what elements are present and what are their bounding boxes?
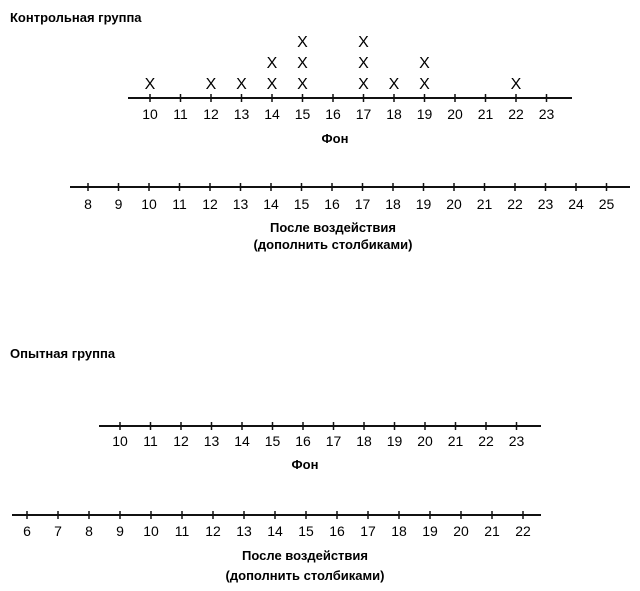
tick-label: 17: [360, 523, 376, 539]
tick-label: 13: [234, 106, 250, 122]
tick-label: 20: [447, 106, 463, 122]
experimental-background-plot: 10 11 12 13 14 15 16 17 18 19 20 21 22 23: [99, 422, 541, 449]
tick-label: 21: [477, 196, 493, 212]
tick-label: 14: [263, 196, 279, 212]
data-point-x-mark: X: [297, 34, 308, 51]
experimental-after-plot: 6 7 8 9 10 11 12 13 14 15 16 17 18 19 20 21 22: [12, 511, 541, 539]
tick-label: 19: [416, 196, 432, 212]
tick-label: 19: [422, 523, 438, 539]
tick-label: 9: [116, 523, 124, 539]
tick-label: 12: [202, 196, 218, 212]
tick-label: 16: [325, 106, 341, 122]
tick-label: 24: [568, 196, 584, 212]
tick-label: 13: [236, 523, 252, 539]
tick-label: 22: [508, 106, 524, 122]
tick-label: 18: [386, 106, 402, 122]
tick-label: 10: [141, 196, 157, 212]
tick-label: 22: [515, 523, 531, 539]
tick-label: 13: [204, 433, 220, 449]
tick-label: 12: [173, 433, 189, 449]
tick-label: 9: [115, 196, 123, 212]
tick-label: 19: [387, 433, 403, 449]
tick-label: 10: [112, 433, 128, 449]
data-point-x-mark: X: [206, 76, 217, 93]
tick-label: 10: [142, 106, 158, 122]
tick-label: 20: [453, 523, 469, 539]
tick-label: 15: [294, 196, 310, 212]
tick-label: 14: [267, 523, 283, 539]
tick-label: 6: [23, 523, 31, 539]
tick-label: 11: [172, 196, 187, 212]
tick-label: 17: [326, 433, 342, 449]
tick-label: 25: [599, 196, 615, 212]
experimental-after-caption-note: (дополнить столбиками): [226, 568, 385, 583]
data-point-x-mark: X: [145, 76, 156, 93]
tick-label: 11: [143, 433, 158, 449]
tick-label: 17: [355, 196, 371, 212]
tick-label: 23: [538, 196, 554, 212]
data-point-x-mark: X: [358, 55, 369, 72]
tick-label: 8: [85, 523, 93, 539]
tick-label: 13: [233, 196, 249, 212]
data-point-x-mark: X: [358, 34, 369, 51]
control-after-caption: После воздействия: [270, 220, 396, 235]
data-point-x-mark: X: [236, 76, 247, 93]
tick-label: 23: [539, 106, 555, 122]
experimental-group-title: Опытная группа: [10, 346, 116, 361]
tick-label: 15: [265, 433, 281, 449]
tick-label: 21: [478, 106, 494, 122]
tick-label: 15: [295, 106, 311, 122]
tick-label: 18: [385, 196, 401, 212]
data-point-x-mark: X: [358, 76, 369, 93]
control-background-caption: Фон: [322, 131, 349, 146]
tick-label: 18: [356, 433, 372, 449]
tick-label: 21: [448, 433, 464, 449]
tick-label: 11: [175, 523, 190, 539]
tick-label: 22: [478, 433, 494, 449]
tick-label: 21: [484, 523, 500, 539]
tick-label: 7: [54, 523, 62, 539]
data-point-x-mark: X: [389, 76, 400, 93]
data-point-x-mark: X: [267, 55, 278, 72]
tick-label: 11: [173, 106, 188, 122]
tick-label: 17: [356, 106, 372, 122]
tick-label: 20: [417, 433, 433, 449]
data-point-x-mark: X: [511, 76, 522, 93]
tick-label: 10: [143, 523, 159, 539]
data-point-x-mark: X: [267, 76, 278, 93]
tick-label: 16: [295, 433, 311, 449]
tick-label: 18: [391, 523, 407, 539]
tick-label: 16: [329, 523, 345, 539]
control-group-title: Контрольная группа: [10, 10, 142, 25]
tick-label: 23: [509, 433, 525, 449]
tick-label: 12: [205, 523, 221, 539]
data-point-x-mark: X: [419, 55, 430, 72]
control-background-plot: 10 11 12 13 14 15 16 17 18 19 20 21 22 23X X X XXXXXXXXX…: [128, 34, 572, 122]
data-point-x-mark: X: [297, 55, 308, 72]
control-after-plot: 8 9 10 11 12 13 14 15 16 17 18 19 20 21 22 23 24 25: [70, 183, 630, 212]
tick-label: 22: [507, 196, 523, 212]
tick-label: 19: [417, 106, 433, 122]
tick-label: 14: [264, 106, 280, 122]
tick-label: 14: [234, 433, 250, 449]
tick-label: 20: [446, 196, 462, 212]
control-after-caption-note: (дополнить столбиками): [254, 237, 413, 252]
tick-label: 16: [324, 196, 340, 212]
data-point-x-mark: X: [419, 76, 430, 93]
experimental-after-caption: После воздействия: [242, 548, 368, 563]
tick-label: 12: [203, 106, 219, 122]
tick-label: 8: [84, 196, 92, 212]
data-point-x-mark: X: [297, 76, 308, 93]
experimental-background-caption: Фон: [292, 457, 319, 472]
tick-label: 15: [298, 523, 314, 539]
